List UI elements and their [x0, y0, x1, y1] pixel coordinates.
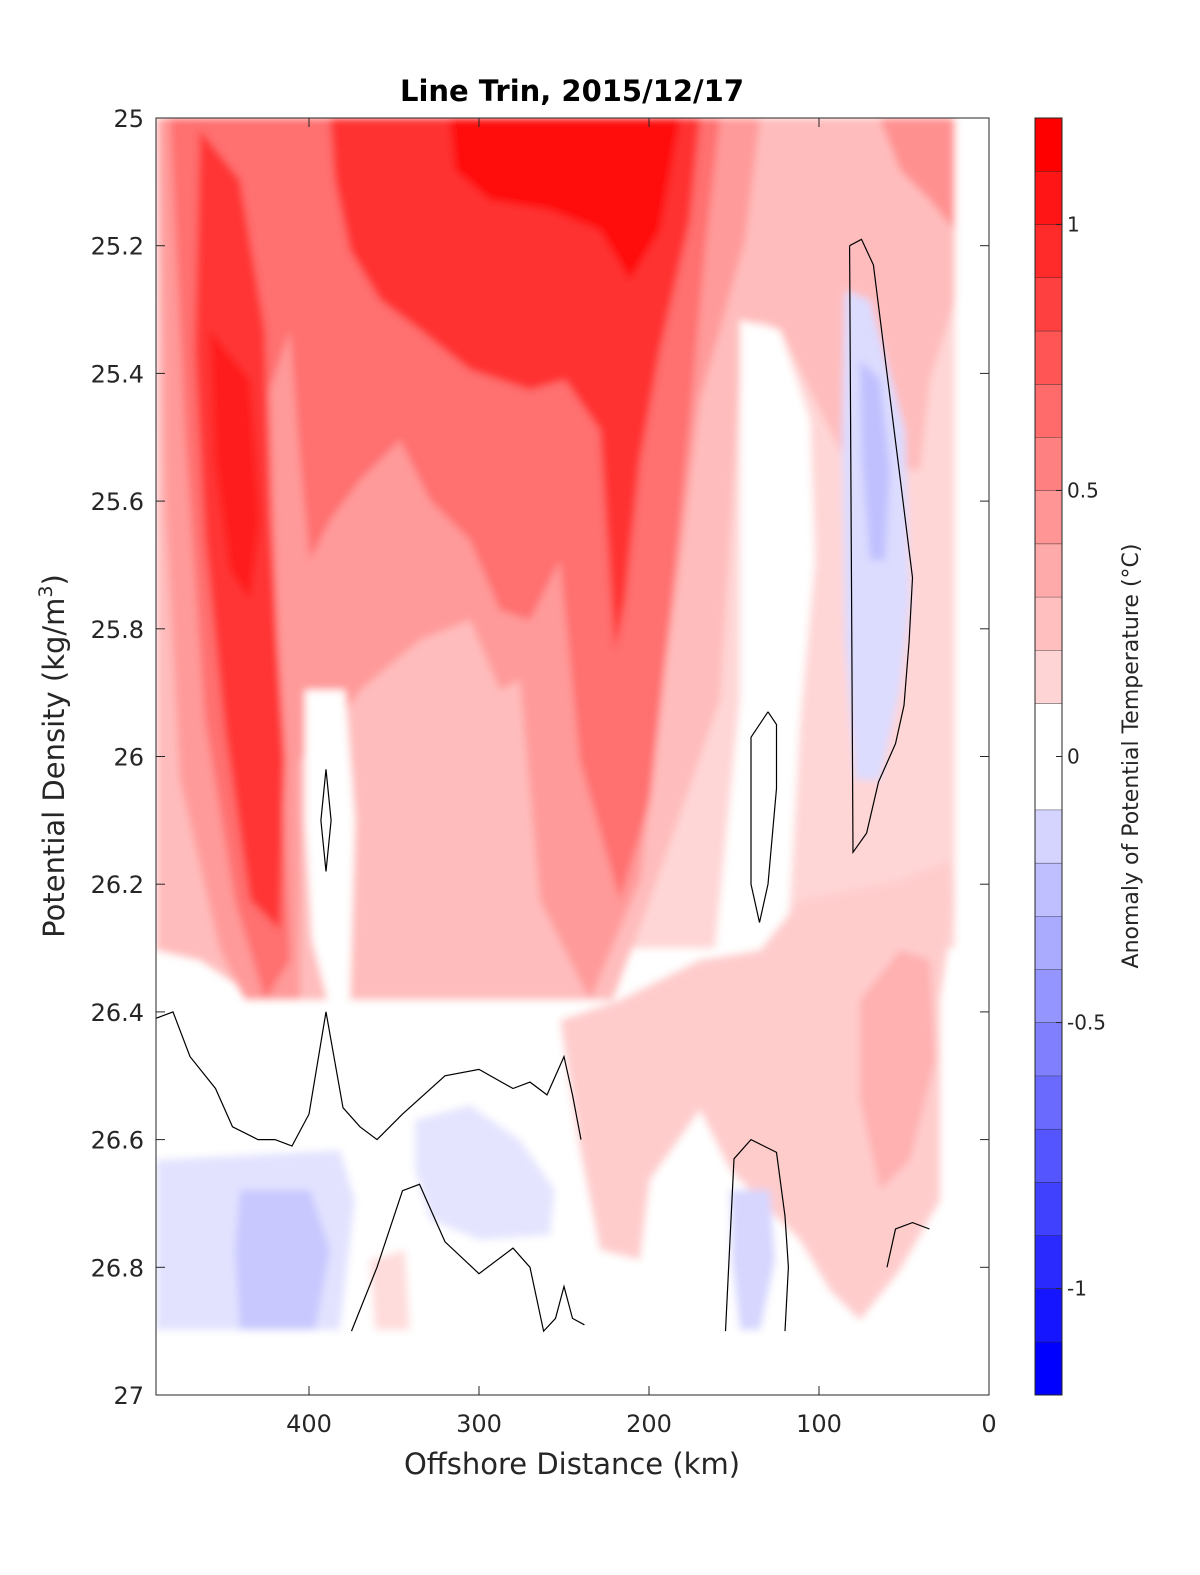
y-tick-label: 25.4 — [91, 360, 144, 388]
field-warm-deep-nearshore — [560, 860, 955, 1320]
colorbar-band — [1035, 969, 1062, 1023]
x-axis-label: Offshore Distance (km) — [404, 1447, 740, 1481]
field-warm-lobe-center — [330, 118, 700, 650]
colorbar-label: Anomaly of Potential Temperature (°C) — [1119, 544, 1144, 969]
colorbar-band — [1035, 1182, 1062, 1236]
colorbar-tick-label: 0 — [1067, 745, 1080, 769]
colorbar-band — [1035, 1235, 1062, 1289]
colorbar-band — [1035, 490, 1062, 544]
x-axis: 400 300 200 100 0 — [286, 118, 997, 1438]
x-tick-label: 300 — [456, 1410, 502, 1438]
field-cool-deep-core — [235, 1190, 330, 1330]
colorbar-tick-label: 1 — [1067, 212, 1080, 236]
zero-contour — [750, 711, 778, 923]
zero-contour — [724, 1138, 790, 1332]
anomaly-field — [156, 118, 989, 1395]
y-tick-label: 25.6 — [91, 488, 144, 516]
y-tick-label: 25 — [113, 105, 144, 133]
y-axis: 25 25.2 25.4 25.6 25.8 26 26.2 26.4 26.6 26.8 27 — [91, 105, 989, 1410]
colorbar-band — [1035, 916, 1062, 970]
field-warm-deep-small — [370, 1250, 410, 1330]
y-axis-label-superscript: 3 — [35, 585, 57, 597]
colorbar-band — [1035, 384, 1062, 438]
colorbar-band — [1035, 862, 1062, 917]
y-axis-label-main: Potential Density (kg/m — [37, 598, 71, 938]
field-cool-deep-mid — [415, 1105, 555, 1240]
field-warm-deep-spot — [860, 950, 935, 1190]
y-tick-label: 27 — [113, 1382, 144, 1410]
colorbar-tick-label: -0.5 — [1067, 1011, 1106, 1035]
chart-title: Line Trin, 2015/12/17 — [400, 74, 744, 108]
colorbar-tick-label: -1 — [1067, 1277, 1087, 1301]
zero-contour — [848, 238, 914, 855]
colorbar-band — [1035, 330, 1062, 385]
colorbar-band — [1035, 1022, 1062, 1076]
x-tick-label: 0 — [981, 1410, 996, 1438]
zero-contour — [350, 1183, 585, 1333]
x-tick-label: 400 — [286, 1410, 332, 1438]
colorbar-band — [1035, 118, 1062, 172]
field-no-data-bottom — [156, 1330, 989, 1395]
y-tick-label: 26.8 — [91, 1254, 144, 1282]
zero-contour-lines — [156, 238, 930, 1333]
x-tick-label: 200 — [626, 1410, 672, 1438]
y-tick-label: 26.2 — [91, 871, 144, 899]
colorbar-band — [1035, 1128, 1062, 1183]
colorbar-band — [1035, 1341, 1062, 1395]
field-warm-core-2 — [210, 330, 260, 600]
y-axis-label: Potential Density (kg/m3) — [35, 574, 71, 938]
colorbar-band — [1035, 809, 1062, 863]
colorbar-band — [1035, 650, 1062, 704]
colorbar-tick-label: 0.5 — [1067, 478, 1099, 502]
y-tick-label: 26.6 — [91, 1127, 144, 1155]
colorbar-band — [1035, 1075, 1062, 1129]
colorbar-band — [1035, 1288, 1062, 1342]
colorbar-band — [1035, 596, 1062, 651]
x-tick-label: 100 — [796, 1410, 842, 1438]
colorbar-band — [1035, 543, 1062, 597]
zero-contour — [156, 1011, 582, 1147]
y-tick-label: 25.8 — [91, 616, 144, 644]
zero-contour — [886, 1221, 930, 1268]
field-cool-nearshore-core — [860, 360, 890, 560]
field-neutral-mid — [305, 690, 355, 1010]
zero-contour — [320, 769, 332, 872]
colorbar-band — [1035, 437, 1062, 491]
y-tick-label: 26 — [113, 744, 144, 772]
colorbar-band — [1035, 224, 1062, 278]
field-warm-corner-nearshore — [880, 118, 955, 230]
field-cool-deep-nearshore — [730, 1190, 775, 1330]
y-tick-label: 25.2 — [91, 233, 144, 261]
colorbar-band — [1035, 171, 1062, 225]
field-warm-core — [450, 118, 680, 280]
colorbar-band — [1035, 277, 1062, 331]
y-tick-label: 26.4 — [91, 999, 144, 1027]
colorbar: 1 0.5 0 -0.5 -1 — [1034, 117, 1106, 1396]
y-axis-label-close: ) — [37, 574, 71, 585]
